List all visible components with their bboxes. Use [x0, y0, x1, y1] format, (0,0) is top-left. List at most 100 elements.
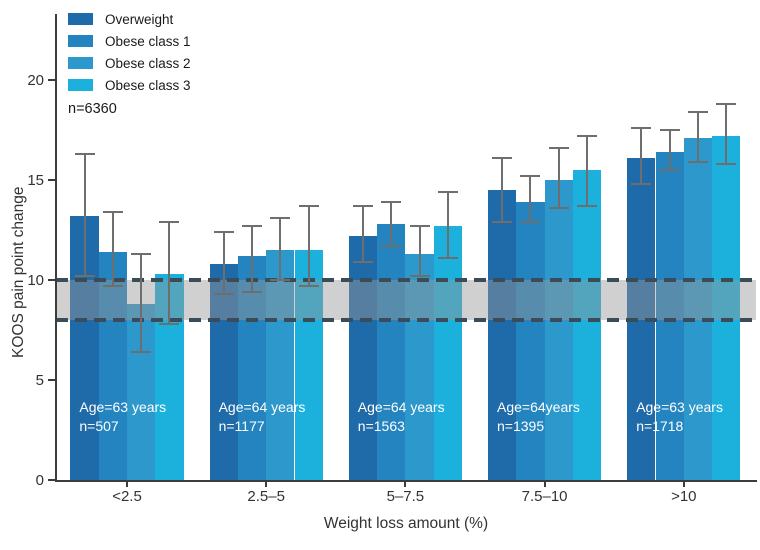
error-bar-cap-top	[492, 157, 513, 159]
error-bar-cap-top	[270, 217, 291, 219]
error-bar-cap-top	[74, 153, 95, 155]
error-bar-cap-bottom	[716, 163, 737, 165]
group-annotation-line: n=1395	[497, 418, 545, 434]
y-tick-mark	[48, 79, 55, 81]
y-axis-line	[55, 14, 57, 482]
error-bar-cap-bottom	[437, 257, 458, 259]
legend-label: Obese class 3	[105, 77, 191, 93]
x-tick-label: 5–7.5	[386, 488, 425, 505]
error-bar-line	[418, 226, 421, 276]
error-bar-line	[140, 254, 143, 352]
error-bar-line	[696, 112, 699, 162]
bar-obese-class-3	[433, 226, 462, 480]
y-tick-label: 5	[35, 372, 44, 389]
error-bar-cap-top	[716, 103, 737, 105]
error-bar-cap-top	[577, 135, 598, 137]
y-tick-mark	[48, 379, 55, 381]
error-bar-line	[222, 232, 225, 294]
y-tick-mark	[48, 279, 55, 281]
error-bar-cap-top	[409, 225, 430, 227]
bar-obese-class-3	[294, 250, 323, 480]
error-bar-cap-top	[352, 205, 373, 207]
x-tick-mark	[404, 481, 407, 487]
group-annotation-line: Age=64 years	[218, 399, 306, 415]
error-bar-cap-bottom	[102, 285, 123, 287]
legend-swatch	[68, 57, 93, 69]
legend-total-count: n=6360	[68, 101, 117, 117]
bar-obese-class-1	[516, 202, 545, 480]
bar-obese-class-2	[683, 138, 713, 480]
error-bar-cap-bottom	[131, 351, 152, 353]
error-bar-cap-top	[687, 111, 708, 113]
legend: Overweight Obese class 1 Obese class 2 Obes…	[68, 11, 191, 117]
reference-band-lower-line	[56, 318, 756, 322]
bar-obese-class-1	[377, 224, 406, 480]
bar-obese-class-1	[98, 252, 127, 480]
error-bar-cap-bottom	[577, 205, 598, 207]
reference-band	[56, 280, 756, 320]
error-bar-cap-top	[381, 201, 402, 203]
error-bar-cap-top	[659, 129, 680, 131]
error-bar-cap-bottom	[159, 323, 180, 325]
legend-swatch	[68, 35, 93, 47]
bar-obese-class-1	[237, 256, 267, 480]
error-bar-cap-bottom	[492, 221, 513, 223]
x-tick-label: <2.5	[112, 488, 142, 505]
x-tick-label: >10	[671, 488, 697, 505]
y-tick-label: 20	[27, 72, 44, 89]
error-bar-line	[390, 202, 393, 246]
legend-item-overweight: Overweight	[68, 11, 191, 27]
error-bar-cap-top	[242, 225, 263, 227]
group-annotation: Age=63 years n=507	[79, 398, 166, 436]
group-annotation-line: Age=63 years	[636, 399, 723, 415]
group-annotation-line: Age=64years	[497, 399, 580, 415]
y-tick-mark	[48, 179, 55, 181]
legend-label: Overweight	[105, 11, 174, 27]
bar-overweight	[488, 190, 517, 480]
error-bar-line	[446, 192, 449, 258]
group-annotation-line: n=507	[79, 418, 119, 434]
legend-item-obese-class-1: Obese class 1	[68, 34, 191, 48]
error-bar-line	[529, 176, 532, 222]
x-tick-mark	[543, 481, 546, 487]
error-bar-cap-bottom	[631, 183, 652, 185]
bar-overweight	[209, 264, 238, 480]
error-bar-cap-top	[131, 253, 152, 255]
error-bar-line	[725, 104, 728, 164]
error-bar-cap-top	[437, 191, 458, 193]
error-bar-line	[83, 154, 86, 276]
x-tick-mark	[265, 481, 268, 487]
x-tick-label: 7.5–10	[521, 488, 568, 505]
group-annotation: Age=64 years n=1177	[219, 398, 306, 436]
error-bar-cap-bottom	[242, 291, 263, 293]
legend-item-obese-class-3: Obese class 3	[68, 77, 191, 93]
error-bar-cap-top	[548, 147, 569, 149]
bar-overweight	[348, 236, 378, 480]
error-bar-line	[168, 222, 171, 324]
error-bar-line	[586, 136, 589, 206]
error-bar-line	[307, 206, 310, 286]
y-tick-mark	[48, 479, 55, 481]
error-bar-line	[557, 148, 560, 208]
group-annotation-line: n=1718	[636, 418, 684, 434]
bar-obese-class-1	[655, 152, 684, 480]
group-annotation-line: n=1563	[357, 418, 405, 434]
bar-obese-class-2	[266, 250, 295, 480]
error-bar-line	[111, 212, 114, 286]
error-bar-cap-top	[631, 127, 652, 129]
error-bar-cap-bottom	[409, 275, 430, 277]
x-tick-label: 2.5–5	[247, 488, 285, 505]
error-bar-cap-bottom	[352, 261, 373, 263]
error-bar-cap-bottom	[270, 279, 291, 281]
group-annotation-line: Age=63 years	[79, 399, 167, 415]
error-bar-cap-bottom	[381, 245, 402, 247]
error-bar-line	[668, 130, 671, 170]
group-annotation-line: Age=64 years	[357, 399, 445, 415]
x-axis-line	[55, 480, 757, 482]
error-bar-cap-bottom	[659, 169, 680, 171]
bar-obese-class-3	[712, 136, 741, 480]
error-bar-line	[361, 206, 364, 262]
bar-obese-class-3	[572, 170, 602, 480]
legend-label: Obese class 2	[105, 55, 191, 71]
